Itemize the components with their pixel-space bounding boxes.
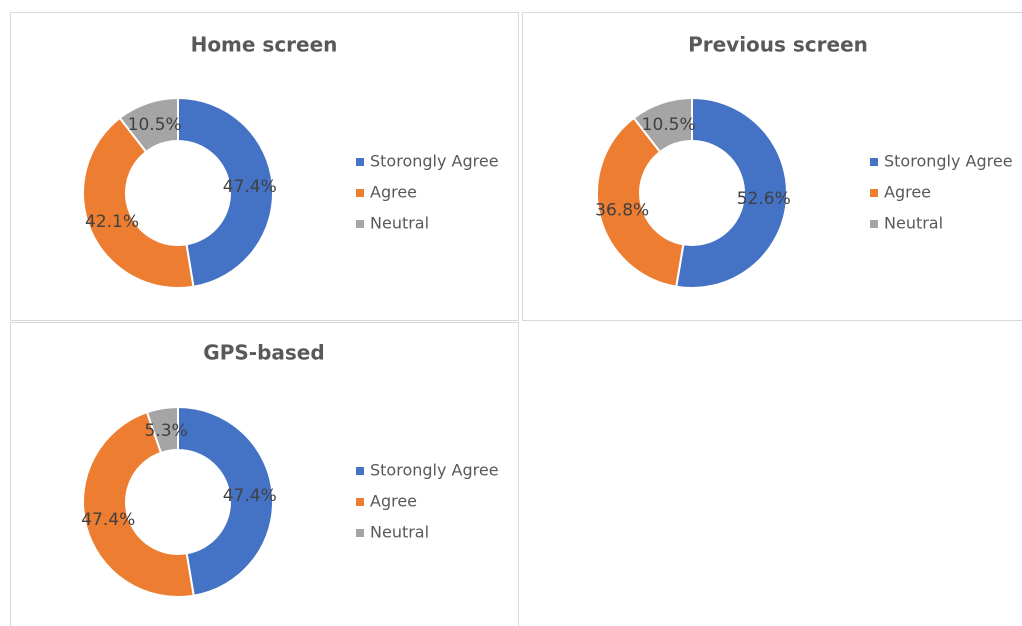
legend-marker bbox=[356, 189, 364, 197]
data-label: 52.6% bbox=[737, 189, 791, 209]
legend-marker bbox=[870, 158, 878, 166]
legend-label: Agree bbox=[884, 183, 931, 202]
donut-segment bbox=[596, 116, 685, 288]
legend-marker bbox=[356, 467, 364, 475]
legend-marker bbox=[870, 189, 878, 197]
data-label: 10.5% bbox=[642, 115, 696, 135]
legend-label: Neutral bbox=[884, 214, 943, 233]
chart-title: Home screen bbox=[191, 33, 338, 57]
donut-segment bbox=[177, 405, 274, 597]
legend-marker bbox=[356, 498, 364, 506]
legend-marker bbox=[356, 529, 364, 537]
data-label: 36.8% bbox=[595, 201, 649, 221]
legend-label: Neutral bbox=[370, 523, 429, 542]
legend-label: Storongly Agree bbox=[370, 461, 499, 480]
legend-marker bbox=[356, 220, 364, 228]
legend-marker bbox=[356, 158, 364, 166]
donut-segment bbox=[177, 96, 274, 288]
donut-segment bbox=[632, 96, 693, 154]
data-label: 10.5% bbox=[128, 115, 182, 135]
donut-segment bbox=[145, 405, 179, 455]
legend-label: Storongly Agree bbox=[370, 152, 499, 171]
data-label: 42.1% bbox=[85, 212, 139, 232]
legend-marker bbox=[870, 220, 878, 228]
legend-label: Storongly Agree bbox=[884, 152, 1013, 171]
data-label: 47.4% bbox=[223, 177, 277, 197]
legend-label: Agree bbox=[370, 492, 417, 511]
donut-segment bbox=[82, 410, 195, 598]
donut-segment bbox=[118, 96, 179, 154]
donut-segment bbox=[675, 96, 788, 289]
chart-title: Previous screen bbox=[688, 33, 868, 57]
data-label: 5.3% bbox=[144, 421, 187, 441]
legend-label: Agree bbox=[370, 183, 417, 202]
chart-title: GPS-based bbox=[203, 341, 324, 365]
data-label: 47.4% bbox=[81, 510, 135, 530]
legend-label: Neutral bbox=[370, 214, 429, 233]
donut-segment bbox=[82, 116, 195, 289]
data-label: 47.4% bbox=[223, 486, 277, 506]
